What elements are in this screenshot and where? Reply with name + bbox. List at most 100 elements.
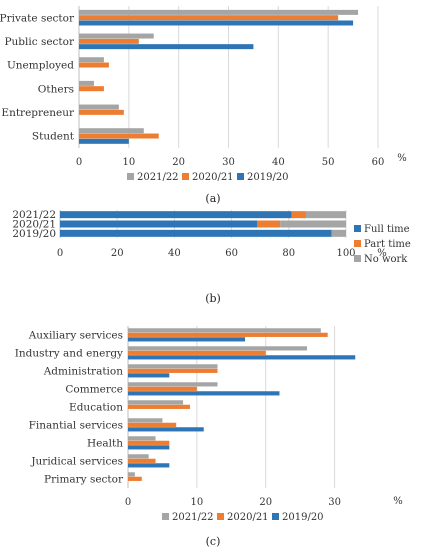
x-tick-label: 40 (272, 157, 285, 168)
bar-student-2021-22 (79, 128, 144, 134)
bar-private-sector-2020-21 (79, 15, 339, 21)
category-label: Commerce (65, 384, 123, 396)
x-tick-label: 0 (125, 497, 131, 508)
bar-student-2020-21 (79, 133, 159, 139)
bar-unemployed-2021-22 (79, 57, 104, 63)
bar-finantial-services-2019-20 (128, 427, 204, 432)
legend-label: Full time (364, 224, 410, 235)
bar-commerce-2019-20 (128, 391, 280, 396)
bar-others-2020-21 (79, 86, 104, 92)
legend-label: 2019/20 (282, 512, 324, 523)
bar-2021-22-part-time (291, 211, 306, 219)
bar-education-2021-22 (128, 400, 184, 405)
bar-juridical-services-2019-20 (128, 463, 170, 468)
legend-label: 2020/21 (227, 512, 269, 523)
category-label: Unemployed (7, 60, 74, 72)
chart-c: Auxiliary services Industry and energy Adm… (15, 326, 403, 548)
legend-label: 2019/20 (247, 172, 289, 183)
bar-private-sector-2021-22 (79, 9, 359, 15)
category-label: Student (32, 131, 75, 143)
unit-label: % (393, 496, 403, 507)
x-tick-label: 30 (222, 157, 235, 168)
category-label: Public sector (4, 36, 75, 48)
bar-2020-21-part-time (257, 220, 281, 228)
bar-2021-22-full-time (60, 211, 292, 219)
bar-2020-21-no-work (280, 220, 346, 228)
bar-entrepreneur-2020-21 (79, 109, 124, 115)
x-tick-label: 10 (122, 157, 135, 168)
category-label: Primary sector (44, 474, 124, 486)
bar-public-sector-2021-22 (79, 33, 154, 39)
legend-swatch-no-work (354, 255, 361, 262)
category-label: Private sector (0, 12, 75, 24)
bar-public-sector-2019-20 (79, 44, 254, 50)
category-label: Health (87, 438, 123, 450)
bar-administration-2021-22 (128, 364, 218, 369)
category-label: Others (38, 83, 74, 95)
bar-2021-22-no-work (305, 211, 346, 219)
category-label: 2021/22 (12, 209, 56, 221)
x-tick-label: 10 (190, 497, 203, 508)
x-tick-label: 60 (372, 157, 385, 168)
bar-health-2019-20 (128, 445, 170, 450)
unit-label: % (377, 248, 387, 259)
panel-label-c: (c) (206, 535, 221, 548)
bar-finantial-services-2020-21 (128, 422, 177, 427)
bar-public-sector-2020-21 (79, 38, 139, 44)
bar-industry-and-energy-2020-21 (128, 350, 266, 355)
chart-a: Private sector Public sector Unemployed Oth… (0, 6, 407, 205)
x-tick-label: 30 (328, 497, 341, 508)
bar-2020-21-full-time (60, 220, 258, 228)
legend-swatch-2021-22 (162, 513, 169, 520)
legend-label: Part time (364, 239, 411, 250)
x-tick-label: 80 (282, 248, 295, 259)
category-label: Education (69, 402, 123, 414)
bar-education-2020-21 (128, 404, 190, 409)
panel-label-b: (b) (205, 292, 221, 305)
bar-administration-2019-20 (128, 373, 170, 378)
category-label: Auxiliary services (28, 330, 123, 342)
legend-label: No work (364, 254, 408, 265)
x-tick-label: 60 (225, 248, 238, 259)
bar-auxiliary-services-2019-20 (128, 337, 246, 342)
category-label: Industry and energy (15, 348, 123, 360)
x-tick-label: 20 (259, 497, 272, 508)
bar-industry-and-energy-2021-22 (128, 346, 308, 351)
unit-label: % (397, 153, 407, 164)
x-tick-label: 20 (111, 248, 124, 259)
category-label: 2020/21 (12, 219, 56, 231)
category-label: Finantial services (29, 420, 123, 432)
bar-others-2021-22 (79, 80, 94, 86)
bar-primary-sector-2020-21 (128, 476, 142, 481)
legend-swatch-2020-21 (217, 513, 224, 520)
x-tick-label: 50 (322, 157, 335, 168)
bar-entrepreneur-2021-22 (79, 104, 119, 110)
bar-2019-20-no-work (331, 229, 346, 237)
bar-auxiliary-services-2021-22 (128, 328, 321, 333)
legend-swatch-full-time (354, 225, 361, 232)
legend-swatch-2020-21 (182, 173, 189, 180)
x-tick-label: 0 (57, 248, 63, 259)
legend-swatch-part-time (354, 240, 361, 247)
bar-private-sector-2019-20 (79, 20, 354, 26)
legend-label: 2021/22 (172, 512, 214, 523)
bar-commerce-2020-21 (128, 386, 197, 391)
legend-label: 2021/22 (137, 172, 179, 183)
bar-juridical-services-2020-21 (128, 458, 156, 463)
panel-label-a: (a) (205, 192, 220, 205)
bar-finantial-services-2021-22 (128, 418, 163, 423)
bar-health-2021-22 (128, 436, 156, 441)
x-tick-label: 0 (76, 157, 82, 168)
x-tick-label: 40 (168, 248, 181, 259)
x-tick-label: 100 (336, 248, 355, 259)
bar-industry-and-energy-2019-20 (128, 355, 356, 360)
category-label: 2019/20 (12, 228, 56, 240)
legend-swatch-2021-22 (127, 173, 134, 180)
legend-swatch-2019-20 (237, 173, 244, 180)
category-label: Juridical services (30, 456, 123, 468)
bar-2019-20-full-time (60, 229, 332, 237)
bar-health-2020-21 (128, 440, 170, 445)
bar-student-2019-20 (79, 138, 129, 144)
category-label: Entrepreneur (1, 107, 75, 119)
